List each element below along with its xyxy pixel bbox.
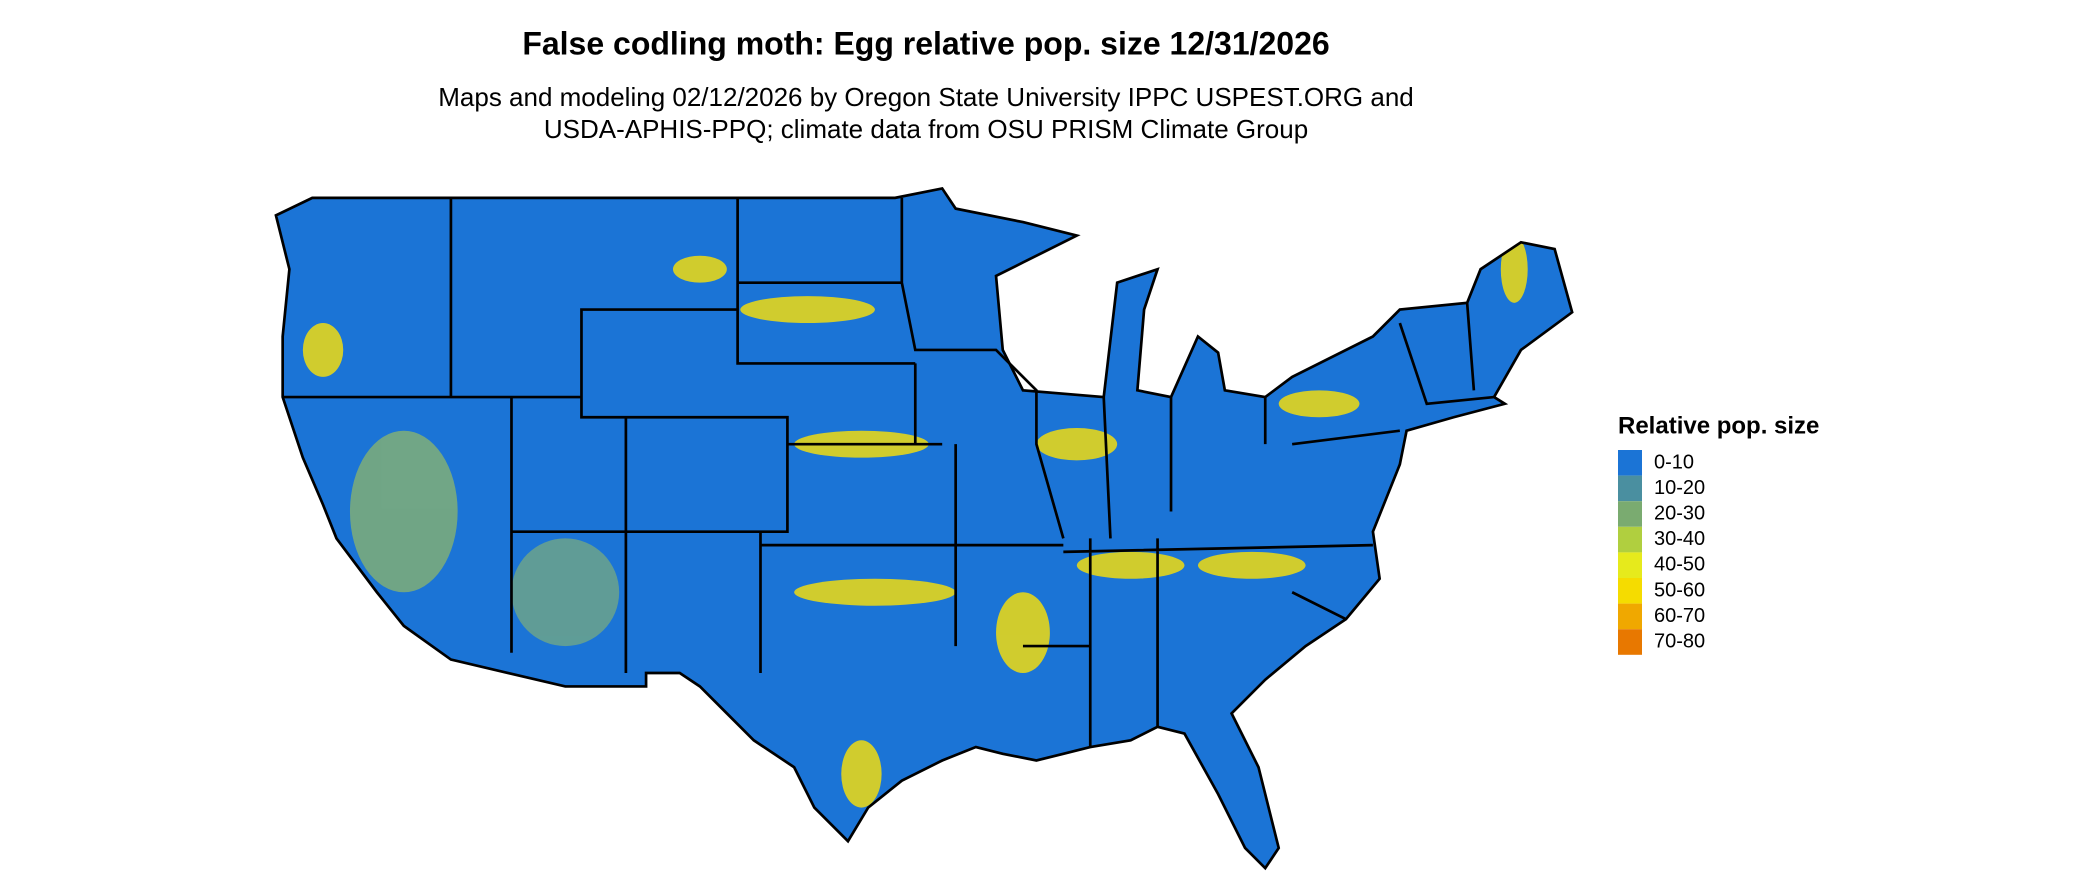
subtitle: Maps and modeling 02/12/2026 by Oregon S… — [438, 82, 1414, 112]
legend-label: 70-80 — [1654, 630, 1705, 652]
legend-title: Relative pop. size — [1618, 412, 1819, 439]
legend-swatch — [1618, 603, 1642, 630]
land — [275, 188, 1573, 869]
legend-swatch — [1618, 450, 1642, 476]
legend-swatch — [1618, 526, 1642, 553]
legend-label: 60-70 — [1654, 605, 1705, 627]
legend-label: 30-40 — [1654, 528, 1705, 550]
legend-label: 40-50 — [1654, 554, 1705, 576]
legend-label: 20-30 — [1654, 502, 1705, 524]
legend-label: 10-20 — [1654, 477, 1705, 499]
title: False codling moth: Egg relative pop. si… — [522, 25, 1329, 61]
legend-label: 0-10 — [1654, 451, 1694, 473]
legend-swatch — [1618, 475, 1642, 502]
legend-label: 50-60 — [1654, 579, 1705, 601]
legend-swatch — [1618, 629, 1642, 655]
legend-swatch — [1618, 578, 1642, 604]
state-borders — [282, 197, 1495, 748]
legend-swatch — [1618, 552, 1642, 578]
legend: 0-10 10-20 20-30 30-40 40-50 50-60 60-70 70-80 — [1618, 450, 1705, 655]
subtitle: USDA-APHIS-PPQ; climate data from OSU PR… — [544, 114, 1308, 144]
map — [274, 187, 1574, 870]
legend-swatch — [1618, 501, 1642, 527]
